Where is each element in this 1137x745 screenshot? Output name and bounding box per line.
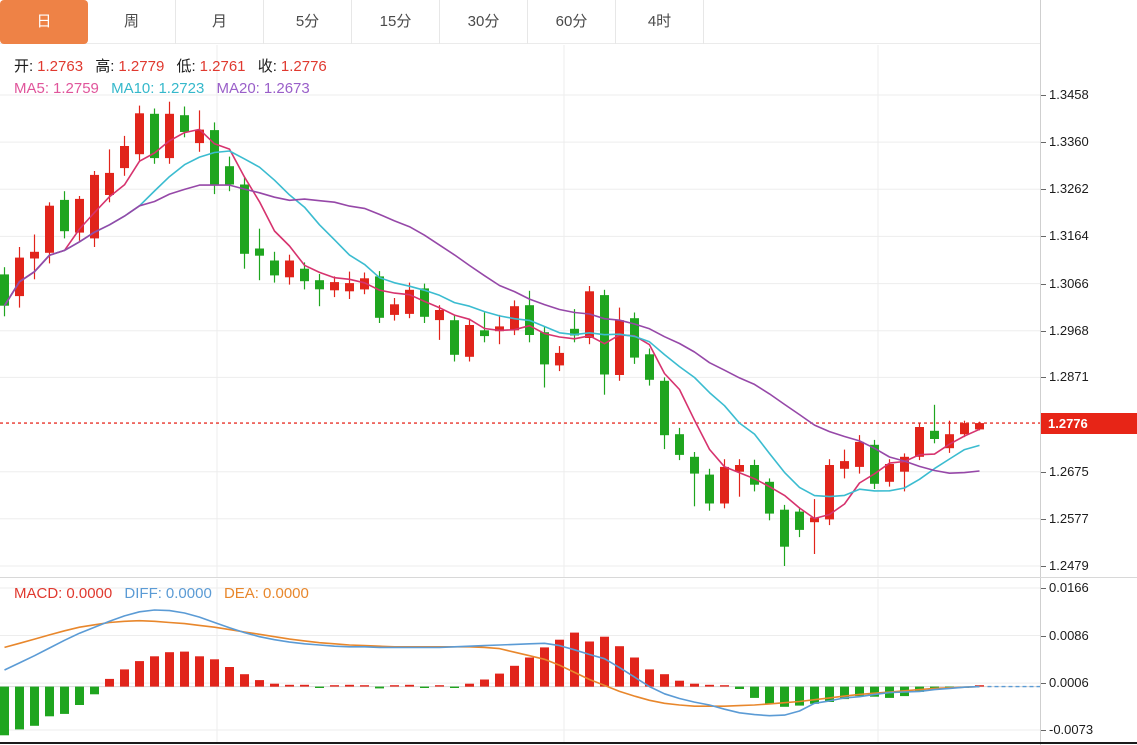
axis-tick-mark xyxy=(1041,730,1046,731)
axis-tick-mark xyxy=(1041,519,1046,520)
current-price-tag: 1.2776 xyxy=(1041,413,1137,434)
ma10-label: MA10: xyxy=(111,80,155,97)
macd-readout: MACD: 0.0000 DIFF: 0.0000 DEA: 0.0000 xyxy=(14,585,317,602)
tab-day[interactable]: 日 xyxy=(0,0,88,44)
ma20-value: 1.2673 xyxy=(263,80,310,97)
axis-tick-mark xyxy=(1041,636,1046,637)
value-axis: 1.3458 1.3360 1.3262 1.3164 1.3066 1.2968 1.28… xyxy=(1040,0,1137,745)
ma20-label: MA20: xyxy=(216,80,260,97)
axis-tick-mark xyxy=(1041,472,1046,473)
macd-axis-label: 0.0086 xyxy=(1049,628,1089,643)
tab-30min[interactable]: 30分 xyxy=(440,0,528,44)
axis-tick-mark xyxy=(1041,142,1046,143)
ma5-label: MA5: xyxy=(14,80,50,97)
tab-4hour[interactable]: 4时 xyxy=(616,0,704,44)
high-label: 高: xyxy=(95,58,115,75)
macd-label: MACD: xyxy=(14,585,63,602)
ohlc-readout: 开: 1.2763 高: 1.2779 低: 1.2761 收: 1.2776 xyxy=(14,55,335,76)
dea-label: DEA: xyxy=(223,585,259,602)
price-axis-label: 1.2968 xyxy=(1049,323,1089,338)
low-label: 低: xyxy=(176,58,196,75)
tab-15min[interactable]: 15分 xyxy=(352,0,440,44)
price-axis-label: 1.3066 xyxy=(1049,276,1089,291)
open-value: 1.2763 xyxy=(37,58,84,75)
macd-axis-label: 0.0006 xyxy=(1049,675,1089,690)
price-axis-label: 1.3360 xyxy=(1049,134,1089,149)
axis-tick-mark xyxy=(1041,284,1046,285)
tab-60min[interactable]: 60分 xyxy=(528,0,616,44)
price-axis-label: 1.2675 xyxy=(1049,464,1089,479)
close-label: 收: xyxy=(257,58,277,75)
ma-readout: MA5: 1.2759 MA10: 1.2723 MA20: 1.2673 xyxy=(14,80,318,97)
price-axis-label: 1.2871 xyxy=(1049,369,1089,384)
tab-week[interactable]: 周 xyxy=(88,0,176,44)
macd-axis-label: -0.0073 xyxy=(1049,722,1094,737)
macd-value: 0.0000 xyxy=(66,585,113,602)
high-value: 1.2779 xyxy=(118,58,165,75)
macd-chart[interactable] xyxy=(0,579,1040,743)
open-label: 开: xyxy=(14,58,34,75)
close-value: 1.2776 xyxy=(280,58,327,75)
price-chart[interactable] xyxy=(0,45,1040,577)
axis-tick-mark xyxy=(1041,588,1046,589)
axis-tick-mark xyxy=(1041,189,1046,190)
period-tabbar: 日 周 月 5分 15分 30分 60分 4时 xyxy=(0,0,1137,44)
low-value: 1.2761 xyxy=(199,58,246,75)
tab-month[interactable]: 月 xyxy=(176,0,264,44)
tab-5min[interactable]: 5分 xyxy=(264,0,352,44)
macd-axis-label: 0.0166 xyxy=(1049,580,1089,595)
price-axis-label: 1.3458 xyxy=(1049,87,1089,102)
axis-tick-mark xyxy=(1041,566,1046,567)
price-axis-label: 1.3262 xyxy=(1049,181,1089,196)
price-axis-label: 1.2479 xyxy=(1049,558,1089,573)
diff-label: DIFF: xyxy=(124,585,162,602)
panel-divider xyxy=(0,577,1137,578)
axis-tick-mark xyxy=(1041,683,1046,684)
diff-value: 0.0000 xyxy=(165,585,212,602)
axis-tick-mark xyxy=(1041,236,1046,237)
ma5-value: 1.2759 xyxy=(53,80,99,97)
dea-value: 0.0000 xyxy=(262,585,309,602)
axis-tick-mark xyxy=(1041,377,1046,378)
price-axis-label: 1.2577 xyxy=(1049,511,1089,526)
ma10-value: 1.2723 xyxy=(158,80,205,97)
axis-tick-mark xyxy=(1041,95,1046,96)
axis-tick-mark xyxy=(1041,331,1046,332)
bottom-frame-line xyxy=(0,742,1137,744)
price-axis-label: 1.3164 xyxy=(1049,228,1089,243)
